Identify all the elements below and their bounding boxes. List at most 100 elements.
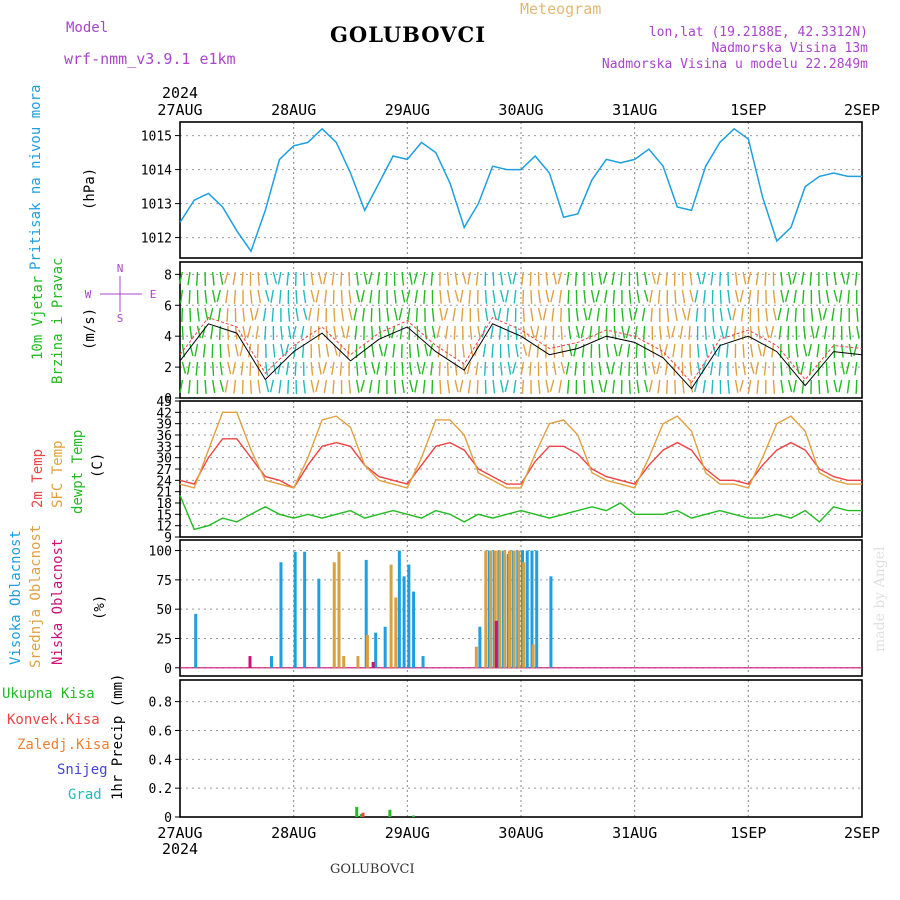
wind-barb (742, 271, 747, 285)
cloud-panel: 0 25 50 75 100 (149, 539, 863, 677)
high-cloud-bar (279, 562, 283, 668)
wind-barb (605, 307, 608, 322)
high-cloud-bar (293, 551, 297, 668)
wind-barb (422, 379, 426, 394)
mid-cloud-bar (503, 550, 507, 668)
wind-barb (430, 271, 434, 286)
wind-barb (681, 307, 687, 320)
wind-barb (711, 379, 714, 394)
low-cloud-bar (371, 661, 375, 668)
wind-barb (384, 361, 388, 376)
wind-barb (492, 307, 497, 320)
wind-barb (315, 379, 320, 393)
wind-barb (750, 343, 754, 358)
wind-barb (778, 325, 782, 340)
wind-barb (846, 271, 850, 285)
wind-barb (724, 325, 729, 339)
x-tick-label-bottom: 28AUG (271, 824, 316, 842)
wind-barb (323, 379, 328, 394)
wind-barb (552, 343, 556, 358)
wind-barb (195, 271, 199, 286)
wind-barb (286, 271, 290, 286)
y-tick-label: 75 (156, 574, 172, 589)
wind-barb (264, 325, 267, 340)
wind-barb (227, 361, 232, 375)
compass-n: N (117, 262, 124, 275)
wind-barb (219, 361, 223, 376)
wind-barb (611, 271, 615, 285)
mid-cloud-bar (394, 597, 398, 668)
y-tick-label: 1015 (141, 130, 172, 145)
wind-barb (310, 289, 315, 303)
wind-barb (265, 271, 269, 286)
wind-barb (262, 307, 267, 322)
wind-barb (280, 325, 283, 340)
high-cloud-bar (421, 656, 425, 668)
x-tick-label-bottom: 2SEP (844, 824, 880, 842)
wind-barb (355, 379, 360, 393)
wind-barb (504, 289, 509, 303)
wind-barb (257, 379, 261, 394)
wind-barb (507, 271, 512, 285)
wind-barb (695, 307, 699, 322)
wind-barb (513, 379, 517, 394)
wind-barb (219, 343, 222, 358)
wind-barb (308, 307, 312, 321)
high-cloud-bar (194, 613, 198, 668)
wind-barb (854, 361, 858, 376)
wind-barb (437, 343, 441, 358)
wind-barb (784, 289, 790, 302)
wind-barb (793, 289, 797, 304)
wind-barb (310, 361, 314, 376)
wind-barb (801, 379, 805, 394)
wind-barb (271, 307, 274, 322)
wind-barb (219, 379, 224, 392)
wind-barb (603, 379, 608, 393)
wind-barb (378, 343, 384, 357)
wind-barb (583, 379, 586, 394)
wind-barb (181, 325, 184, 340)
wind-barb (209, 307, 214, 321)
total-precip-bar (412, 815, 416, 817)
y-tick-label: 25 (156, 632, 172, 647)
wind-barb (188, 289, 191, 304)
wind-barb (331, 361, 335, 376)
wind-barb (439, 289, 442, 304)
wind-barb (462, 361, 467, 375)
wind-barb (704, 343, 709, 357)
wind-barb (468, 289, 472, 304)
wind-barb (574, 361, 578, 376)
wind-barb (530, 307, 534, 322)
high-cloud-bar (549, 576, 553, 668)
wind-barb (772, 307, 777, 321)
wind-barb (770, 325, 775, 339)
wind-barb (703, 289, 706, 304)
y-tick-label: 6 (164, 299, 172, 314)
wind-barb (292, 325, 297, 338)
wind-barb (719, 289, 722, 304)
wind-barb (414, 379, 418, 393)
wind-barb (672, 343, 676, 358)
wind-barb (399, 325, 403, 340)
wind-barb (241, 271, 244, 286)
wind-barb (363, 271, 368, 285)
high-cloud-bar (269, 656, 273, 668)
wind-barb (818, 379, 821, 394)
wind-barb (234, 343, 239, 357)
wind-barb (588, 307, 593, 321)
wind-barb (431, 307, 435, 322)
mid-cloud-bar (342, 656, 346, 668)
wind-barb (431, 325, 436, 339)
wind-barb (606, 361, 611, 375)
wind-barb (666, 307, 670, 322)
wind-barb (339, 361, 343, 376)
high-cloud-bar (303, 551, 307, 668)
wind-barb (545, 289, 550, 303)
wind-barb (204, 379, 207, 394)
wind-barb (583, 289, 587, 304)
wind-barb (680, 343, 684, 358)
wind-barb (628, 361, 631, 376)
wind-barb (421, 361, 426, 375)
wind-barb (233, 379, 237, 394)
wind-barb (856, 325, 860, 339)
